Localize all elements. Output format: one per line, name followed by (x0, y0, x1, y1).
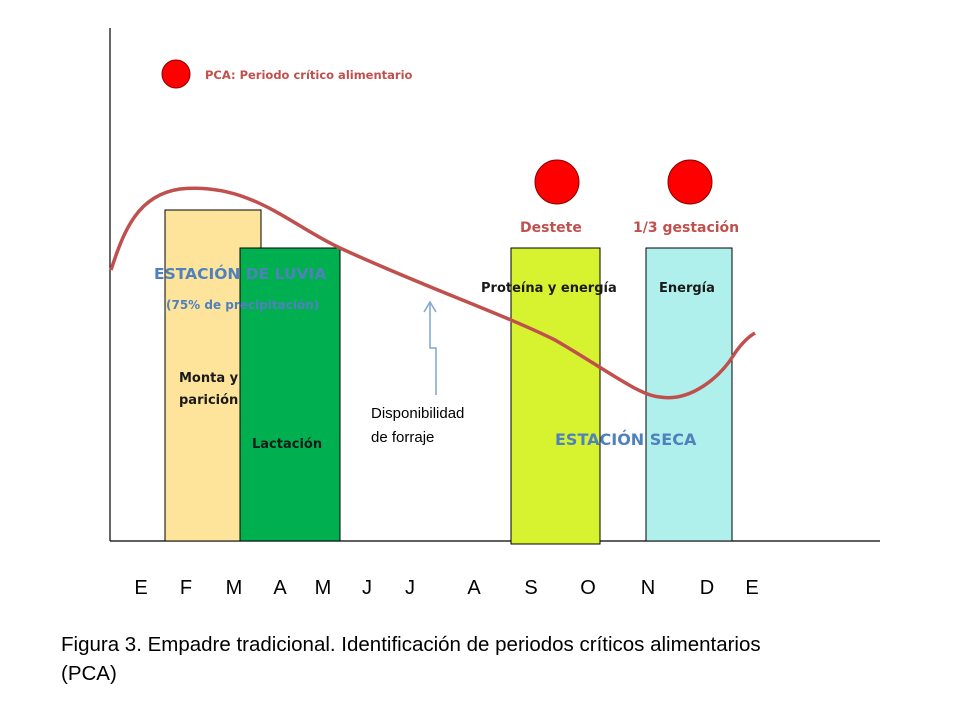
month-label: E (134, 577, 147, 599)
pca-marker-destete (534, 159, 580, 205)
bar-label-proteina: Proteína y energía (481, 281, 617, 296)
month-label: D (700, 577, 714, 599)
rainy-season-title: ESTACIÓN DE LUVIA (154, 264, 326, 283)
forage-arrow (429, 303, 437, 395)
forage-label-line1: Disponibilidad (371, 405, 464, 422)
month-label: S (524, 577, 537, 599)
bar-proteina-energia (510, 247, 601, 545)
month-label: A (273, 577, 287, 599)
bar-lactacion (239, 247, 341, 542)
figure-caption-line1: Figura 3. Empadre tradicional. Identific… (61, 633, 761, 656)
month-label: F (180, 577, 192, 599)
pca-marker-gestacion (667, 159, 713, 205)
month-label: J (405, 577, 415, 599)
forage-curve (109, 186, 756, 400)
legend-label: PCA: Periodo crítico alimentario (205, 68, 413, 82)
legend-pca-marker (161, 59, 191, 89)
month-label: A (467, 577, 481, 599)
rainy-season-subtitle: (75% de precipitación) (166, 298, 319, 312)
month-label: J (362, 577, 372, 599)
month-label: E (745, 577, 758, 599)
month-label: M (315, 577, 332, 599)
pca-label-destete: Destete (520, 220, 582, 236)
month-label: N (641, 577, 655, 599)
bar-label-energia: Energía (659, 281, 715, 296)
forage-label-line2: de forraje (371, 429, 434, 446)
bar-label-monta: Monta y parición (179, 371, 243, 408)
bar-label-lactacion: Lactación (252, 437, 322, 452)
month-label: O (580, 577, 596, 599)
dry-season-title: ESTACIÓN SECA (555, 430, 697, 449)
pca-label-gestacion: 1/3 gestación (633, 220, 739, 236)
forage-arrow-head (423, 300, 437, 313)
month-label: M (226, 577, 243, 599)
figure-caption-line2: (PCA) (61, 662, 117, 685)
